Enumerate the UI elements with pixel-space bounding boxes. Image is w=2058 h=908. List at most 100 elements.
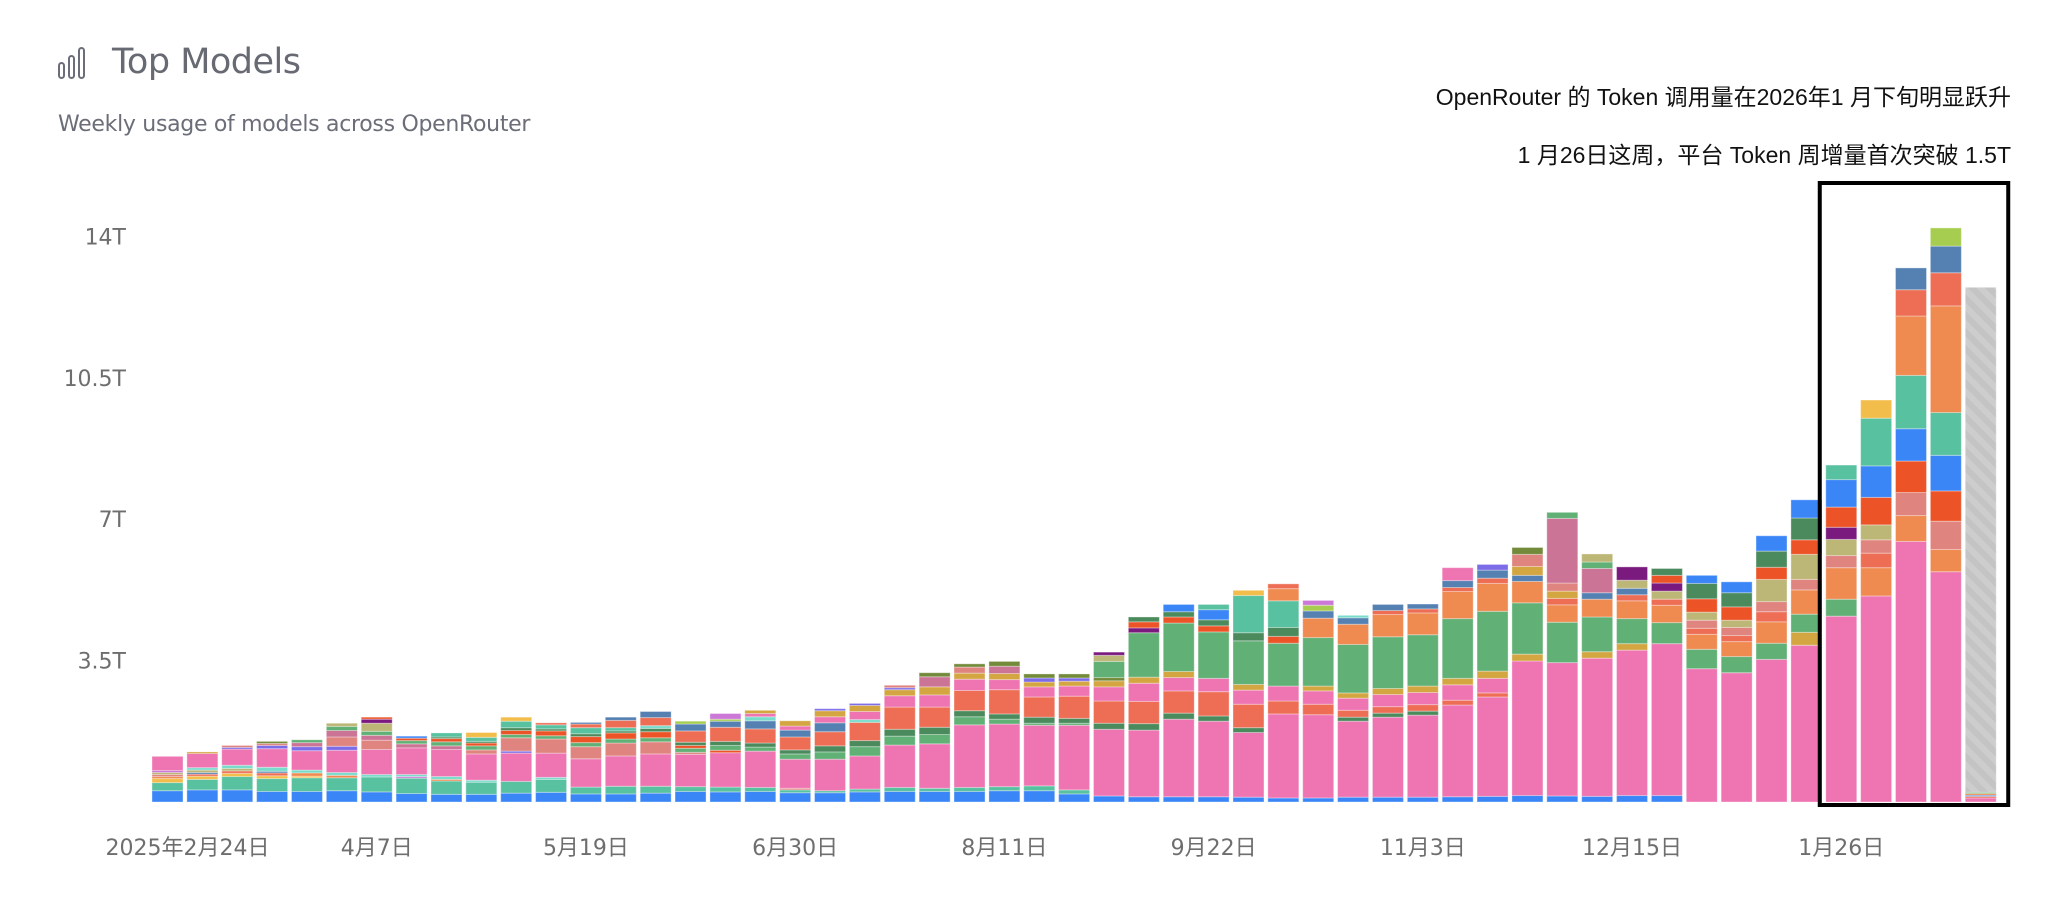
bar-segment[interactable] bbox=[988, 718, 1021, 725]
bar-segment[interactable] bbox=[1616, 649, 1649, 797]
bar-segment[interactable] bbox=[674, 730, 707, 743]
bar[interactable] bbox=[151, 755, 184, 803]
bar-segment[interactable] bbox=[1685, 648, 1718, 670]
bar-segment[interactable] bbox=[395, 777, 428, 795]
bar-segment[interactable] bbox=[1302, 617, 1335, 639]
bar-segment[interactable] bbox=[953, 666, 986, 674]
bar-segment[interactable] bbox=[569, 758, 602, 788]
bar[interactable] bbox=[395, 735, 428, 803]
bar-segment[interactable] bbox=[883, 735, 916, 746]
bar-segment[interactable] bbox=[1127, 627, 1160, 634]
bar-segment[interactable] bbox=[1197, 720, 1230, 798]
bar-segment[interactable] bbox=[883, 695, 916, 708]
bar[interactable] bbox=[1406, 603, 1439, 803]
bar-segment[interactable] bbox=[988, 713, 1021, 720]
bar[interactable] bbox=[918, 672, 951, 803]
bar-segment[interactable] bbox=[1895, 460, 1927, 494]
bar-segment[interactable] bbox=[1929, 305, 1962, 414]
bar-segment[interactable] bbox=[1895, 267, 1927, 291]
bar-segment[interactable] bbox=[1860, 399, 1893, 419]
bar-segment[interactable] bbox=[1232, 727, 1265, 734]
bar-segment[interactable] bbox=[360, 791, 393, 803]
bar-segment[interactable] bbox=[1685, 633, 1718, 650]
bar-segment[interactable] bbox=[814, 745, 847, 753]
bar-segment[interactable] bbox=[1092, 700, 1125, 724]
bar-segment[interactable] bbox=[1162, 616, 1195, 624]
bar-segment[interactable] bbox=[1895, 289, 1927, 317]
bar-segment[interactable] bbox=[569, 746, 602, 760]
bar-segment[interactable] bbox=[1581, 567, 1614, 594]
bar[interactable] bbox=[1441, 567, 1474, 803]
bar-segment[interactable] bbox=[604, 755, 637, 787]
bar[interactable] bbox=[1267, 583, 1300, 803]
bar-segment[interactable] bbox=[1092, 680, 1125, 688]
bar-segment[interactable] bbox=[953, 663, 986, 668]
bar-segment[interactable] bbox=[1825, 615, 1858, 803]
bar-segment[interactable] bbox=[256, 778, 289, 792]
bar-segment[interactable] bbox=[1302, 685, 1335, 692]
bar-segment[interactable] bbox=[1929, 549, 1962, 573]
bar-segment[interactable] bbox=[1232, 683, 1265, 691]
bar[interactable] bbox=[1860, 399, 1893, 803]
bar-segment[interactable] bbox=[1406, 692, 1439, 706]
bar-segment[interactable] bbox=[1929, 227, 1962, 247]
bar-segment[interactable] bbox=[1092, 795, 1125, 803]
bar-segment[interactable] bbox=[569, 793, 602, 803]
bar-segment[interactable] bbox=[918, 790, 951, 803]
bar-segment[interactable] bbox=[1023, 696, 1056, 718]
bar-segment[interactable] bbox=[953, 710, 986, 718]
bar-segment[interactable] bbox=[814, 710, 847, 718]
bar-segment[interactable] bbox=[1337, 796, 1370, 803]
bar-segment[interactable] bbox=[1476, 692, 1509, 698]
bar-segment[interactable] bbox=[1371, 694, 1404, 708]
bar-segment[interactable] bbox=[1023, 681, 1056, 688]
bar-segment[interactable] bbox=[883, 790, 916, 803]
bar-segment[interactable] bbox=[988, 790, 1021, 803]
bar[interactable] bbox=[1023, 673, 1056, 803]
bar-segment[interactable] bbox=[1755, 601, 1788, 613]
bar-segment[interactable] bbox=[221, 748, 254, 766]
bar-segment[interactable] bbox=[1267, 797, 1300, 803]
bar-segment[interactable] bbox=[1092, 728, 1125, 797]
bar-segment[interactable] bbox=[1441, 796, 1474, 803]
bar-segment[interactable] bbox=[1895, 540, 1927, 803]
bar[interactable] bbox=[744, 709, 777, 803]
bar-segment[interactable] bbox=[1441, 677, 1474, 686]
bar-segment[interactable] bbox=[1685, 598, 1718, 613]
bar-segment[interactable] bbox=[744, 750, 777, 788]
bar-segment[interactable] bbox=[1371, 706, 1404, 714]
bar-segment[interactable] bbox=[674, 753, 707, 788]
bar-segment[interactable] bbox=[1406, 710, 1439, 716]
bar-segment[interactable] bbox=[988, 673, 1021, 681]
bar-segment[interactable] bbox=[1023, 790, 1056, 803]
bar-segment[interactable] bbox=[709, 740, 742, 746]
bar-segment[interactable] bbox=[1441, 580, 1474, 588]
bar-segment[interactable] bbox=[1197, 677, 1230, 693]
bar-segment[interactable] bbox=[1267, 700, 1300, 715]
bar-segment[interactable] bbox=[674, 786, 707, 792]
bar-segment[interactable] bbox=[1511, 660, 1544, 797]
bar-segment[interactable] bbox=[1476, 563, 1509, 571]
bar-segment[interactable] bbox=[1755, 611, 1788, 623]
bar[interactable] bbox=[290, 739, 323, 803]
bar-segment[interactable] bbox=[290, 750, 323, 771]
bar-segment[interactable] bbox=[1371, 603, 1404, 612]
bar-segment[interactable] bbox=[500, 737, 533, 752]
bar[interactable] bbox=[1092, 651, 1125, 803]
bar[interactable] bbox=[325, 722, 358, 803]
bar-segment[interactable] bbox=[1546, 511, 1579, 519]
bar-segment[interactable] bbox=[1197, 796, 1230, 803]
bar[interactable] bbox=[1511, 546, 1544, 803]
bar[interactable] bbox=[1790, 499, 1823, 803]
bar-segment[interactable] bbox=[1406, 704, 1439, 712]
bar-segment[interactable] bbox=[1127, 676, 1160, 684]
bar-segment[interactable] bbox=[709, 744, 742, 751]
bar-segment[interactable] bbox=[918, 743, 951, 789]
bar-segment[interactable] bbox=[256, 748, 289, 768]
bar-segment[interactable] bbox=[1267, 588, 1300, 602]
bar-segment[interactable] bbox=[1371, 614, 1404, 638]
bar[interactable] bbox=[1720, 581, 1753, 803]
bar-segment[interactable] bbox=[569, 736, 602, 744]
bar-segment[interactable] bbox=[1162, 690, 1195, 714]
bar-segment[interactable] bbox=[1929, 272, 1962, 307]
